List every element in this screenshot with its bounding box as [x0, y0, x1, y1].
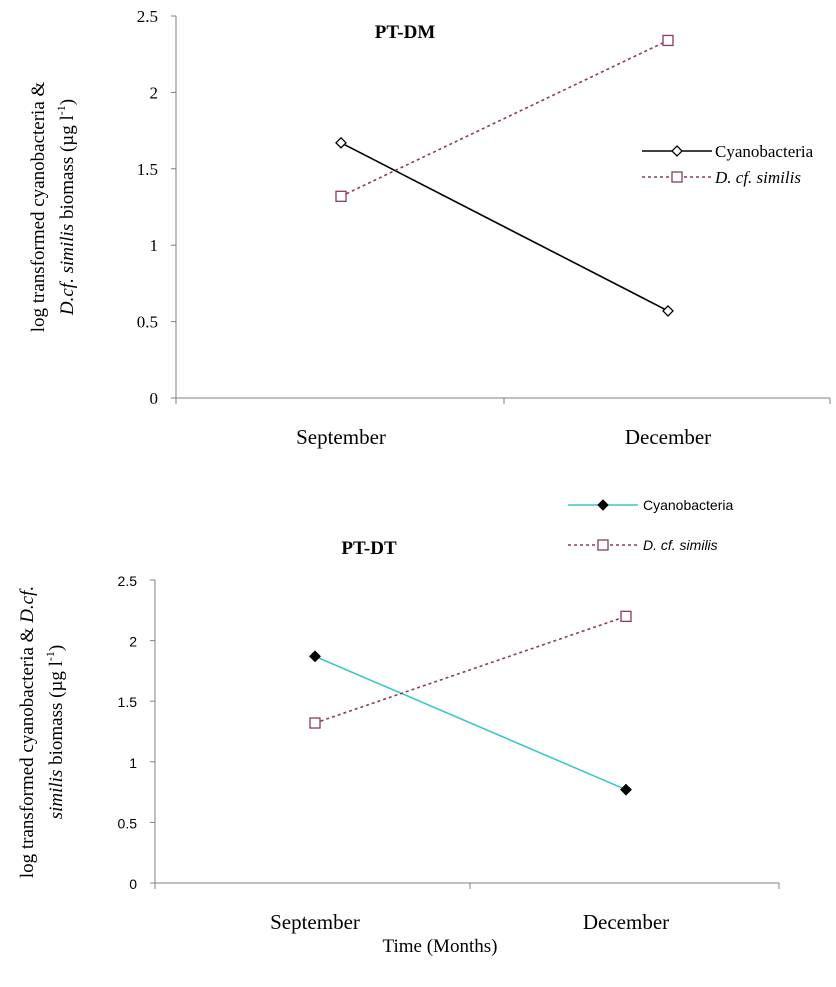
chart1-y-tick-label: 2.5 — [137, 7, 158, 26]
chart1-legend: Cyanobacteria D. cf. similis — [642, 142, 814, 187]
chart2-x-tick-label: December — [583, 910, 669, 934]
chart2-x-labels: September December — [270, 910, 669, 934]
chart2-ylabel-line1: log transformed cyanobacteria & D.cf. — [17, 586, 38, 878]
chart1-y-tick-label: 1 — [150, 236, 159, 255]
chart1-daphnia-point — [662, 34, 674, 47]
chart1-ylabel-close: ) — [57, 99, 78, 105]
chart1-series-cyanobacteria-line — [340, 142, 669, 312]
chart2-series-daphnia-line — [314, 615, 627, 724]
chart2-ylabel-rest2: biomass (µg l — [46, 661, 67, 770]
chart1-legend-cyano-marker — [671, 145, 683, 157]
chart1-ylabel-italic: D.cf. similis — [57, 224, 78, 316]
chart2-cyanobacteria-point — [620, 783, 632, 796]
chart1-y-tick-label: 2 — [150, 83, 159, 102]
chart2-daphnia-point — [620, 610, 632, 623]
chart2-series-cyanobacteria-line — [314, 655, 627, 791]
chart2-y-tick-label: 0.5 — [118, 815, 138, 831]
chart2-legend-cyano-label: Cyanobacteria — [643, 497, 733, 513]
chart1-ylabel-rest: biomass (µg l — [57, 115, 78, 224]
chart2-cyanobacteria-point — [309, 650, 321, 663]
chart1-y-tick-label: 0 — [150, 389, 159, 408]
chart2-legend: Cyanobacteria D. cf. similis — [568, 497, 733, 553]
chart1-series — [335, 34, 674, 317]
chart2-ylabel-rest1: log transformed cyanobacteria & — [17, 623, 38, 878]
chart2-legend-daphnia-label: D. cf. similis — [643, 537, 718, 553]
chart2-ylabel-line2: similis biomass (µg l-1) — [43, 645, 67, 820]
chart1-y-tick-label: 0.5 — [137, 313, 158, 332]
chart2-legend-cyano-marker — [597, 499, 609, 511]
chart2-ylabel-italic1: D.cf. — [17, 586, 38, 624]
chart2-ylabel-close: ) — [46, 645, 67, 651]
chart2-y-tick-label: 2 — [129, 634, 137, 650]
chart1-legend-cyano-label: Cyanobacteria — [715, 142, 814, 161]
chart1-daphnia-point — [335, 190, 347, 202]
chart2-series — [309, 610, 632, 796]
chart2-legend-daphnia-marker — [597, 539, 609, 551]
chart1-legend-daphnia-marker — [671, 171, 683, 183]
chart-pt-dm: 0 0.5 1 1.5 2 2.5 September December PT-DM log… — [28, 7, 831, 449]
chart2-daphnia-point — [309, 717, 321, 729]
chart1-legend-daphnia-label: D. cf. similis — [714, 168, 801, 187]
chart1-x-tick-label: December — [625, 425, 711, 449]
chart2-y-tick-label: 0 — [129, 876, 137, 892]
chart1-ylabel-line2: D.cf. similis biomass (µg l-1) — [54, 99, 78, 316]
chart1-x-tick-label: September — [296, 425, 386, 449]
chart1-y-tick-label: 1.5 — [137, 160, 158, 179]
chart1-ylabel-line1: log transformed cyanobacteria & — [28, 81, 49, 332]
chart2-y-tick-label: 1 — [129, 755, 137, 771]
chart1-y-ticks: 0 0.5 1 1.5 2 2.5 — [137, 7, 176, 408]
shared-x-axis-label: Time (Months) — [383, 936, 498, 957]
chart2-ylabel-sup: -1 — [43, 651, 57, 661]
chart-pt-dt: 0 0.5 1 1.5 2 2.5 September December PT-DT log… — [17, 497, 780, 934]
chart1-x-labels: September December — [296, 425, 711, 449]
chart2-ylabel-italic2: similis — [46, 770, 67, 820]
chart2-title: PT-DT — [341, 538, 397, 559]
chart2-x-tick-label: September — [270, 910, 360, 934]
chart1-series-daphnia-line — [340, 39, 669, 198]
chart2-y-ticks: 0 0.5 1 1.5 2 2.5 — [118, 573, 155, 892]
chart1-cyanobacteria-point — [662, 304, 674, 317]
chart2-y-tick-label: 2.5 — [118, 573, 138, 589]
chart1-cyanobacteria-point — [335, 136, 347, 149]
chart2-y-tick-label: 1.5 — [118, 694, 138, 710]
chart1-ylabel-sup: -1 — [54, 105, 68, 115]
chart1-title: PT-DM — [375, 22, 436, 43]
